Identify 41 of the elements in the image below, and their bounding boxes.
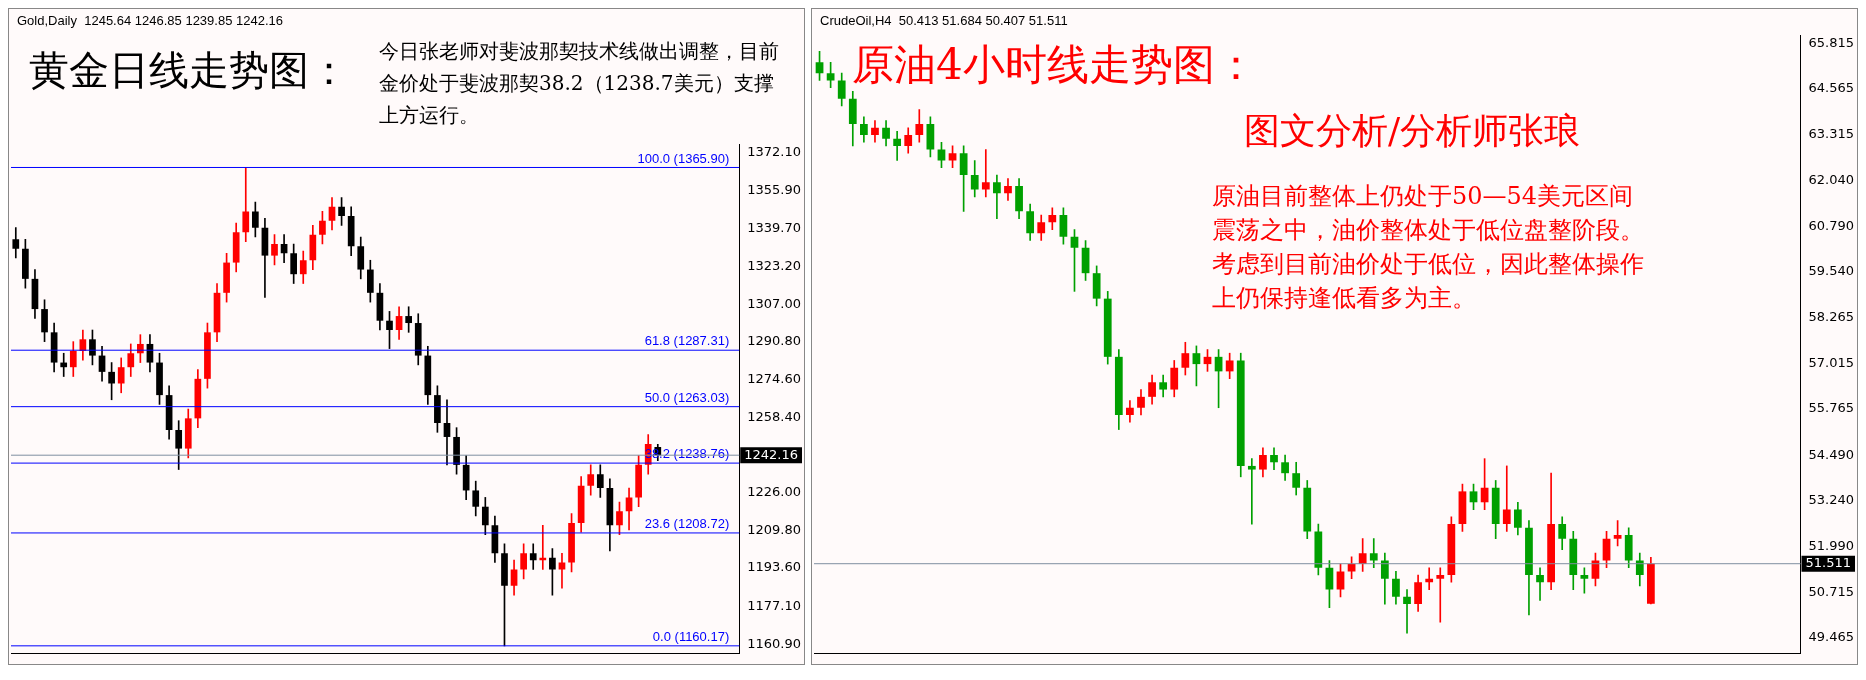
y-tick-label: 60.790 bbox=[1808, 217, 1855, 233]
y-tick-label: 51.990 bbox=[1808, 537, 1855, 553]
ref-line-label: 51.511 bbox=[1805, 555, 1852, 571]
y-tick-label: 1258.40 bbox=[747, 408, 802, 424]
y-tick-label: 55.765 bbox=[1808, 400, 1855, 416]
y-tick-label: 1290.80 bbox=[747, 333, 802, 349]
y-tick-label: 1307.00 bbox=[747, 295, 802, 311]
ref-line-label: 100.0 (1365.90) bbox=[637, 150, 730, 166]
y-tick-label: 50.715 bbox=[1808, 584, 1855, 600]
y-tick-label: 65.815 bbox=[1808, 34, 1855, 50]
ref-line-label: 50.0 (1263.03) bbox=[644, 389, 730, 405]
y-tick-label: 1177.10 bbox=[747, 597, 802, 613]
annotation: 原油目前整体上仍处于50—54美元区间震荡之中，油价整体处于低位盘整阶段。考虑到目前油价处于低位，因此整体操作上仍保持逢低看多为主。 bbox=[1212, 181, 1645, 314]
y-tick-label: 54.490 bbox=[1808, 446, 1855, 462]
y-tick-label: 1355.90 bbox=[747, 182, 802, 198]
ref-line-label: 1242.16 bbox=[744, 446, 799, 462]
y-tick-label: 1323.20 bbox=[747, 258, 802, 274]
y-tick-label: 53.240 bbox=[1808, 492, 1855, 508]
y-tick-label: 1193.60 bbox=[747, 559, 802, 575]
chart-subtitle: Gold,Daily 1245.64 1246.85 1239.85 1242.16 bbox=[17, 13, 283, 28]
y-tick-label: 62.040 bbox=[1808, 172, 1855, 188]
text: 今日张老师对斐波那契技术线做出调整，目前金价处于斐波那契38.2（1238.7美元）支撑上方运行。 bbox=[379, 38, 779, 129]
ref-line-label: 23.6 (1208.72) bbox=[644, 516, 730, 532]
annotation: 图文分析/分析师张琅 bbox=[1244, 109, 1581, 153]
y-tick-label: 1209.80 bbox=[747, 521, 802, 537]
chart-title: 黄金日线走势图： bbox=[29, 46, 349, 95]
y-tick-label: 64.565 bbox=[1808, 80, 1855, 96]
chart-subtitle: CrudeOil,H4 50.413 51.684 50.407 51.511 bbox=[820, 13, 1068, 28]
y-tick-label: 1226.00 bbox=[747, 484, 802, 500]
y-tick-label: 49.465 bbox=[1808, 629, 1855, 645]
ref-line-label: 0.0 (1160.17) bbox=[652, 628, 730, 644]
y-tick-label: 57.015 bbox=[1808, 354, 1855, 370]
y-tick-label: 59.540 bbox=[1808, 263, 1855, 279]
y-tick-label: 63.315 bbox=[1808, 125, 1855, 141]
y-tick-label: 1372.10 bbox=[747, 144, 802, 160]
ref-line-label: 61.8 (1287.31) bbox=[644, 333, 730, 349]
y-tick-label: 1339.70 bbox=[747, 219, 802, 235]
chart-title: 原油4小时线走势图： bbox=[852, 39, 1257, 91]
y-tick-label: 58.265 bbox=[1808, 309, 1855, 325]
y-tick-label: 1160.90 bbox=[747, 635, 802, 651]
y-tick-label: 1274.60 bbox=[747, 371, 802, 387]
